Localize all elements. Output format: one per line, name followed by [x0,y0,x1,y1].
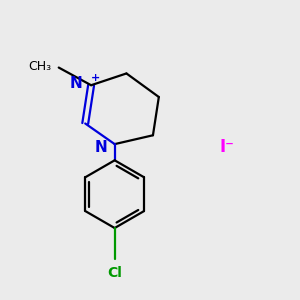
Text: I⁻: I⁻ [219,138,234,156]
Text: Cl: Cl [107,266,122,280]
Text: +: + [91,73,101,83]
Text: CH₃: CH₃ [28,60,51,73]
Text: N: N [70,76,82,91]
Text: N: N [94,140,107,154]
